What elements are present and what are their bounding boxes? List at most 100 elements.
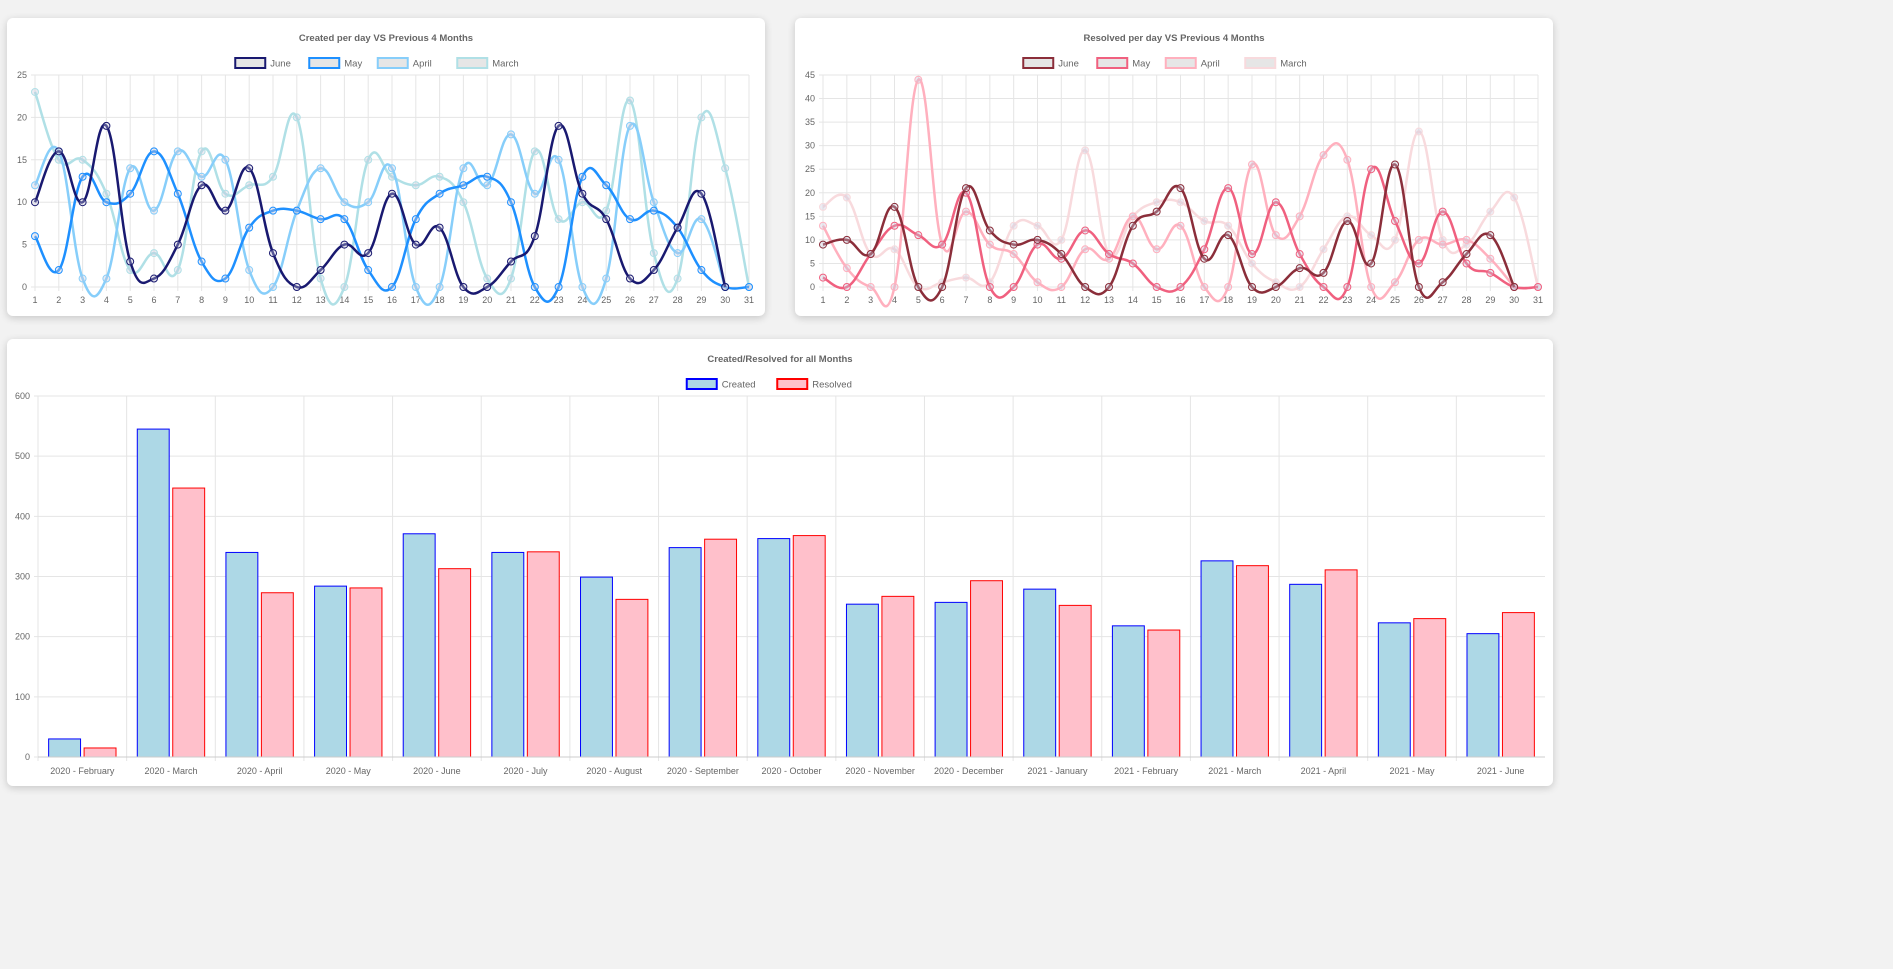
x-tick-label: 18 (1223, 295, 1233, 305)
bar-resolved[interactable] (704, 538, 738, 758)
bar-created[interactable] (1466, 633, 1500, 758)
x-tick-label: 23 (554, 295, 564, 305)
data-point (269, 249, 277, 258)
legend-swatch (234, 57, 267, 69)
bar-created[interactable] (1200, 560, 1234, 758)
data-point (890, 283, 899, 291)
x-tick-label: 2020 - June (413, 766, 461, 776)
created-chart-card: Created per day VS Previous 4 Months June… (7, 18, 765, 316)
x-tick-label: 24 (577, 295, 587, 305)
y-tick-label: 500 (15, 451, 30, 461)
bar-created[interactable] (1377, 622, 1411, 758)
data-point (697, 189, 706, 198)
bar-created[interactable] (1289, 583, 1323, 758)
x-tick-label: 15 (1152, 295, 1162, 305)
bar-created[interactable] (934, 601, 968, 758)
legend-item[interactable]: May (308, 57, 362, 70)
data-point (890, 202, 899, 211)
x-tick-label: 2021 - April (1301, 766, 1347, 776)
data-point (54, 147, 63, 156)
bar-resolved[interactable] (970, 580, 1003, 758)
data-point (1224, 184, 1233, 193)
x-tick-label: 31 (744, 295, 754, 305)
data-point (842, 283, 851, 291)
data-point (1081, 146, 1090, 155)
bar-resolved[interactable] (349, 587, 383, 758)
bar-created[interactable] (402, 533, 436, 758)
bar-resolved[interactable] (83, 747, 117, 758)
bar-resolved[interactable] (615, 598, 649, 758)
legend-item[interactable]: April (1164, 57, 1220, 70)
x-tick-label: 31 (1533, 295, 1543, 305)
x-tick-label: 11 (1057, 295, 1066, 305)
bar-resolved[interactable] (881, 595, 915, 758)
x-tick-label: 2021 - January (1027, 766, 1088, 776)
bar-resolved[interactable] (526, 551, 560, 758)
bar-created[interactable] (48, 738, 82, 758)
bar-created[interactable] (491, 551, 525, 758)
data-point (316, 215, 325, 224)
x-tick-label: 13 (316, 295, 326, 305)
bar-created[interactable] (757, 538, 791, 758)
y-tick-label: 0 (810, 282, 815, 292)
data-point (197, 147, 206, 156)
bar-created[interactable] (225, 551, 259, 758)
data-point (78, 172, 87, 181)
y-tick-label: 600 (15, 391, 30, 401)
data-point (102, 198, 111, 207)
legend-label: May (344, 59, 362, 70)
x-tick-label: 7 (963, 295, 968, 305)
data-point (842, 264, 851, 273)
data-point (388, 164, 396, 173)
legend-item[interactable]: May (1096, 57, 1150, 70)
data-point (1510, 193, 1519, 202)
legend-item[interactable]: Resolved (776, 378, 852, 391)
bar-created[interactable] (314, 585, 347, 758)
x-tick-label: 21 (506, 295, 516, 305)
data-point (866, 250, 875, 259)
bar-resolved[interactable] (1058, 604, 1092, 758)
data-point (1343, 155, 1352, 164)
bar-resolved[interactable] (438, 568, 472, 758)
bar-resolved[interactable] (260, 592, 294, 758)
legend-item[interactable]: June (1022, 57, 1079, 70)
bar-resolved[interactable] (792, 535, 826, 758)
data-point (1510, 283, 1519, 291)
bar-resolved[interactable] (1236, 565, 1269, 758)
bar-created[interactable] (845, 603, 879, 758)
bar-created[interactable] (1111, 625, 1145, 758)
data-point (1343, 283, 1352, 291)
data-point (626, 96, 634, 105)
bar-created[interactable] (668, 547, 702, 758)
bar-created[interactable] (136, 428, 170, 758)
legend-item[interactable]: Created (685, 378, 756, 391)
data-point (530, 283, 539, 291)
data-point (554, 283, 563, 291)
data-point (388, 283, 396, 291)
data-point (435, 189, 444, 198)
bar-created[interactable] (1023, 588, 1057, 758)
legend-item[interactable]: April (376, 57, 432, 70)
data-point (31, 87, 39, 96)
bar-resolved[interactable] (1413, 618, 1447, 758)
legend-item[interactable]: June (234, 57, 291, 70)
data-point (1367, 231, 1376, 240)
x-tick-label: 2020 - May (326, 766, 372, 776)
bar-resolved[interactable] (1324, 569, 1358, 758)
y-tick-label: 15 (805, 211, 815, 221)
data-point (1224, 221, 1233, 230)
data-point (388, 189, 396, 198)
x-tick-label: 2021 - March (1208, 766, 1261, 776)
x-tick-label: 14 (1128, 295, 1138, 305)
bar-created[interactable] (580, 576, 613, 758)
legend-item[interactable]: March (456, 57, 519, 70)
x-tick-label: 2020 - September (667, 766, 739, 776)
data-point (1200, 283, 1209, 291)
legend-label: March (492, 59, 518, 70)
data-point (1152, 198, 1161, 207)
bar-resolved[interactable] (1501, 612, 1535, 758)
series-line-march (33, 91, 751, 306)
bar-resolved[interactable] (172, 487, 206, 758)
legend-item[interactable]: March (1244, 57, 1307, 70)
bar-resolved[interactable] (1147, 629, 1181, 758)
